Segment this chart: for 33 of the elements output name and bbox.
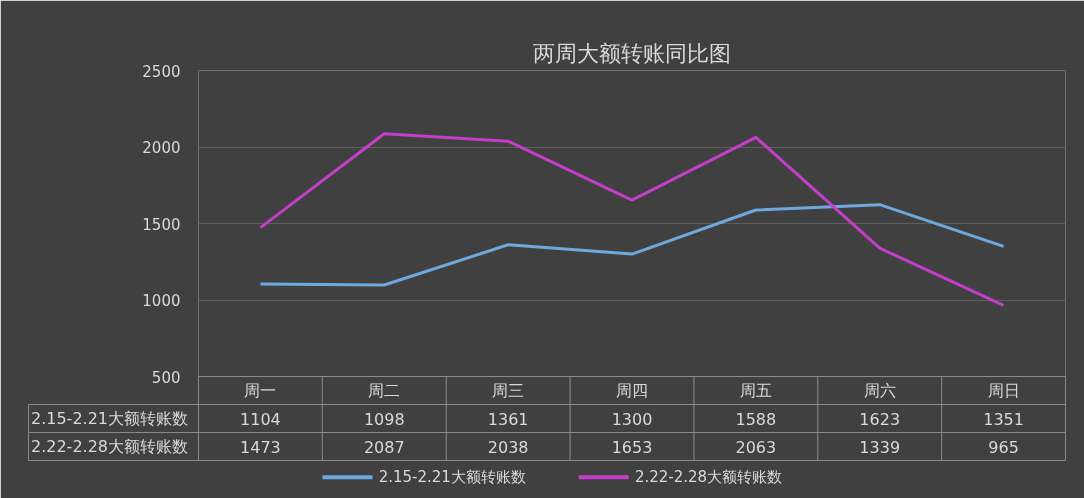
data-label: 1300 xyxy=(611,409,653,429)
chart-title: 两周大额转账同比图 xyxy=(533,40,731,66)
x-tick-label: 周二 xyxy=(368,381,401,400)
data-label: 1098 xyxy=(363,409,405,429)
data-label: 1653 xyxy=(611,437,653,457)
x-tick-label: 周四 xyxy=(616,381,648,400)
data-label: 2063 xyxy=(735,437,777,457)
data-label: 965 xyxy=(988,437,1019,457)
data-label: 1361 xyxy=(487,409,529,429)
legend-label: 2.22-2.28大额转账数 xyxy=(634,468,783,487)
y-tick-label: 1500 xyxy=(142,215,181,234)
y-tick-label: 2000 xyxy=(142,139,181,157)
text: 2.15-2.21大额转账数 xyxy=(30,409,189,428)
x-tick-label: 周三 xyxy=(492,381,525,400)
text: 2.22-2.28大额转账数 xyxy=(30,437,189,456)
line-series xyxy=(258,132,1006,307)
data-label: 1473 xyxy=(240,437,281,457)
line-series xyxy=(258,203,1006,287)
data-label: 1339 xyxy=(859,437,901,457)
x-tick-label: 周日 xyxy=(987,381,1020,400)
x-tick-label: 周六 xyxy=(863,381,896,400)
y-tick-label: 1000 xyxy=(142,292,181,310)
x-tick-label: 周五 xyxy=(739,381,772,400)
data-label: 1351 xyxy=(983,409,1024,429)
y-tick-label: 500 xyxy=(151,368,181,387)
data-label: 1588 xyxy=(735,409,777,429)
data-label: 1623 xyxy=(859,409,901,429)
y-tick-label: 2500 xyxy=(142,62,181,81)
data-label: 2087 xyxy=(363,437,405,457)
x-tick-label: 周一 xyxy=(244,381,277,400)
data-label: 2038 xyxy=(487,437,529,457)
legend-label: 2.15-2.21大额转账数 xyxy=(378,468,526,487)
data-label: 1104 xyxy=(240,409,281,429)
